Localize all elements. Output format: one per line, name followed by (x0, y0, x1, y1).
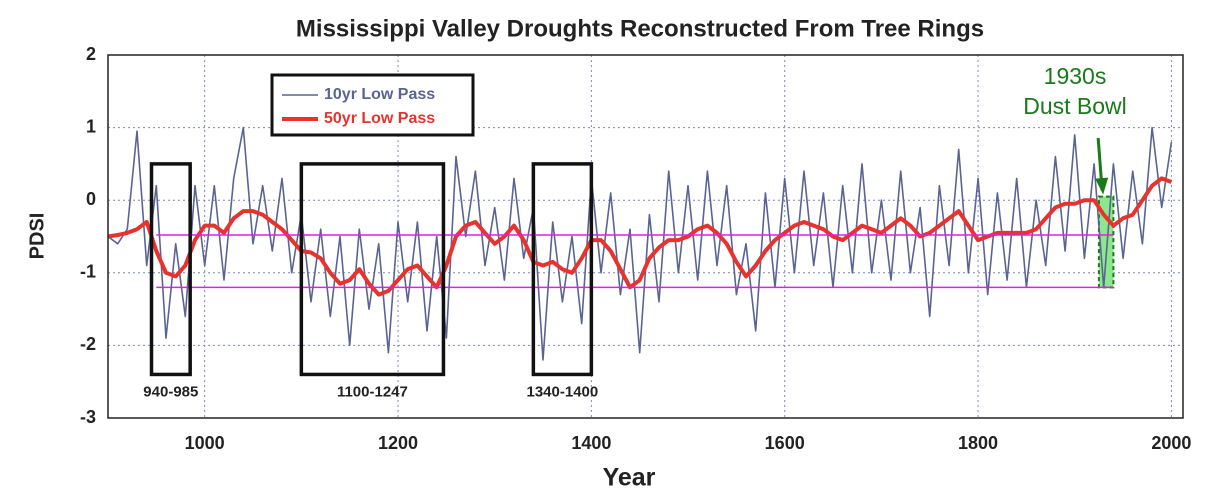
series-line (107, 176, 1173, 297)
dust-bowl-arrowhead (1095, 177, 1109, 195)
drought-box (531, 162, 594, 377)
y-tick-label: 2 (86, 44, 96, 64)
y-tick-label: -3 (80, 407, 96, 427)
drought-box-label: 1100-1247 (337, 383, 408, 400)
legend-label: 50yr Low Pass (324, 110, 435, 127)
y-tick-label: 1 (86, 116, 96, 136)
y-axis-label: PDSI (26, 213, 48, 260)
dust-bowl-label: Dust Bowl (1023, 93, 1127, 119)
x-tick-label: 1600 (765, 433, 805, 453)
x-tick-label: 1200 (378, 433, 418, 453)
chart-title: Mississippi Valley Droughts Reconstructe… (296, 15, 984, 42)
x-tick-label: 2000 (1151, 433, 1191, 453)
x-tick-label: 1800 (958, 433, 998, 453)
x-tick-label: 1400 (571, 433, 611, 453)
drought-box (299, 162, 446, 377)
plot-frame (107, 54, 1184, 419)
x-axis-label: Year (603, 464, 656, 492)
drought-box (149, 162, 192, 377)
x-tick-label: 1000 (185, 433, 225, 453)
legend-box (270, 73, 475, 137)
series-line (107, 126, 1173, 361)
y-tick-label: -2 (80, 334, 96, 354)
drought-box-label: 940-985 (143, 383, 198, 400)
drought-box-label: 1340-1400 (526, 383, 598, 400)
dust-bowl-label: 1930s (1044, 63, 1107, 89)
y-tick-label: 0 (86, 189, 96, 209)
y-tick-label: -1 (80, 262, 96, 282)
legend-label: 10yr Low Pass (324, 86, 435, 103)
